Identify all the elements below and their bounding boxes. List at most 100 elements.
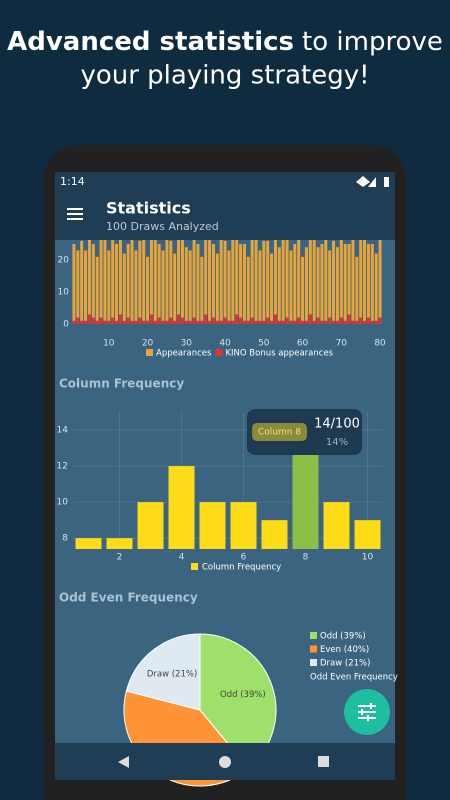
bar-segment — [95, 320, 99, 324]
bar-segment — [239, 317, 243, 324]
bar-segment — [355, 256, 359, 321]
bar-segment — [211, 244, 215, 318]
bar-segment — [157, 244, 161, 318]
bar-segment — [95, 256, 99, 321]
bar-segment — [289, 250, 293, 321]
app-bar: 1:14 Statistics 100 Draws Analyzed — [55, 172, 395, 240]
recents-button[interactable] — [318, 756, 329, 767]
bar-segment — [293, 320, 297, 324]
bar — [75, 538, 102, 549]
bar-segment — [266, 240, 270, 318]
bar-segment — [227, 320, 231, 324]
bar-segment — [188, 320, 192, 324]
bar-segment — [208, 237, 212, 321]
bar — [323, 502, 350, 549]
x-tick-label: 6 — [241, 553, 247, 563]
bar-segment — [177, 234, 181, 315]
bar-segment — [80, 320, 84, 324]
legend-label: Draw (21%) — [320, 659, 370, 669]
bar-segment — [312, 320, 316, 324]
fab[interactable] — [344, 689, 390, 735]
bar-segment — [146, 256, 150, 321]
bar-segment — [99, 237, 103, 318]
bar-segment — [215, 320, 219, 324]
bar-segment — [87, 231, 91, 315]
bar-segment — [138, 240, 142, 318]
bar-segment — [366, 244, 370, 318]
legend-label: Even (40%) — [320, 645, 369, 655]
bar-segment — [180, 317, 184, 324]
legend-swatch — [215, 349, 223, 356]
headline-line: your playing strategy! — [80, 61, 369, 91]
bar-segment — [254, 320, 258, 324]
filter-icon — [361, 703, 372, 721]
bar-segment — [161, 320, 165, 324]
bar-segment — [355, 320, 359, 324]
bar-segment — [91, 244, 95, 318]
bar-segment — [277, 247, 281, 321]
bar-segment — [87, 314, 91, 324]
bar-segment — [378, 317, 382, 324]
bar-segment — [219, 234, 223, 321]
legend-label: Appearances — [156, 349, 212, 359]
legend-label: Column Frequency — [202, 563, 281, 573]
bar-segment — [153, 234, 157, 321]
bar-segment — [320, 244, 324, 321]
bar-segment — [126, 244, 130, 318]
headline-bold: Advanced statistics — [7, 27, 294, 57]
bar-segment — [366, 317, 370, 324]
bar-segment — [270, 320, 274, 324]
bar-segment — [328, 250, 332, 318]
menu-button[interactable] — [67, 208, 83, 220]
bar-segment — [262, 320, 266, 324]
bar-segment — [297, 234, 301, 318]
legend-swatch — [310, 632, 317, 639]
bar-segment — [374, 253, 378, 321]
bar-segment — [165, 320, 169, 324]
x-tick-label: 30 — [181, 339, 193, 349]
pie-slice — [125, 633, 201, 711]
bar-segment — [107, 250, 111, 321]
x-tick-label: 4 — [179, 553, 185, 563]
bar-segment — [103, 234, 107, 321]
bar-segment — [235, 314, 239, 324]
tooltip-chip — [252, 423, 307, 441]
bar-segment — [312, 234, 316, 321]
bar-segment — [370, 244, 374, 321]
bar-segment — [297, 317, 301, 324]
bar-segment — [126, 317, 130, 324]
home-button[interactable] — [219, 756, 231, 768]
bar-segment — [180, 234, 184, 318]
bar-segment — [258, 250, 262, 321]
x-tick-label: 10 — [362, 553, 374, 563]
legend-label: KINO Bonus appearances — [225, 349, 333, 359]
bar-segment — [223, 317, 227, 324]
legend-label: Odd (39%) — [320, 632, 366, 642]
bar-segment — [266, 317, 270, 324]
y-tick-label: 10 — [57, 498, 69, 508]
tooltip-label: Column 8 — [258, 428, 301, 438]
y-tick-label: 0 — [63, 320, 69, 330]
slice-label: Draw (21%) — [147, 669, 197, 679]
tooltip-value: 14/100 — [314, 417, 360, 432]
bar-segment — [173, 253, 177, 321]
bar-segment — [196, 244, 200, 321]
bar-segment — [208, 320, 212, 324]
y-tick-label: 8 — [62, 534, 68, 544]
bar-segment — [304, 247, 308, 321]
bar-segment — [161, 250, 165, 321]
bar-segment — [332, 240, 336, 321]
headline: Advanced statistics to improve — [7, 27, 443, 57]
bar-segment — [173, 320, 177, 324]
bar-segment — [188, 250, 192, 321]
bar-segment — [363, 320, 367, 324]
x-tick-label: 70 — [336, 339, 348, 349]
bar-segment — [289, 320, 293, 324]
battery-icon — [384, 177, 389, 187]
back-button[interactable] — [118, 756, 129, 768]
bar-segment — [115, 320, 119, 324]
bar-segment — [122, 253, 126, 321]
bar-segment — [316, 247, 320, 318]
bar-segment — [242, 320, 246, 324]
y-tick-label: 12 — [57, 462, 68, 472]
